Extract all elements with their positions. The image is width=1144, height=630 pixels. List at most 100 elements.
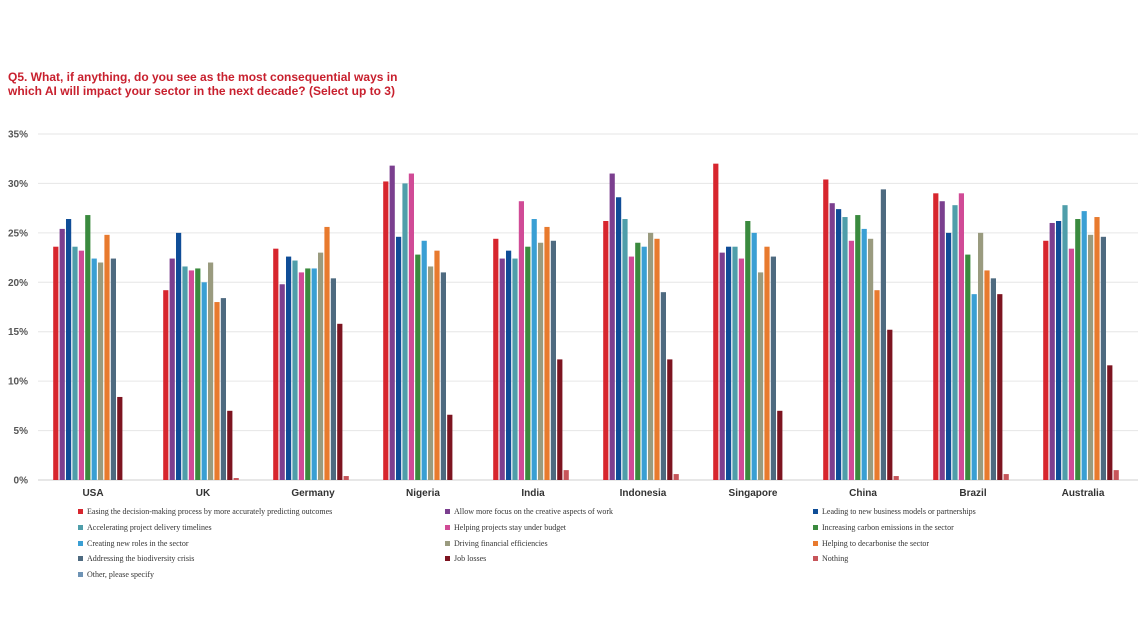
bar (777, 410, 783, 480)
bar (220, 298, 226, 480)
bar (958, 193, 964, 481)
x-category-label: USA (82, 488, 103, 499)
bar (868, 238, 874, 480)
legend-swatch (445, 509, 450, 514)
x-category-label: Australia (1062, 488, 1105, 499)
bar (893, 476, 899, 480)
bar (984, 270, 990, 480)
bar (1088, 234, 1094, 480)
legend-label: Nothing (822, 554, 849, 564)
bar (402, 183, 408, 480)
legend-swatch (78, 572, 83, 578)
bar (1049, 222, 1055, 480)
bar (609, 173, 615, 481)
legend-item: Driving financial efficiencies (445, 539, 548, 548)
y-tick-label: 30% (8, 179, 28, 190)
bar (764, 246, 770, 480)
bar (887, 329, 893, 480)
bar (544, 226, 550, 480)
legend-item: Easing the decision-making process by mo… (78, 507, 332, 516)
bar (440, 272, 446, 480)
bar-chart: 0% 5% 10% 15% 20% 25% 30% 35% USA UK Germany Niger… (8, 130, 1138, 499)
legend-item: Leading to new business models or partne… (813, 507, 976, 516)
bar (201, 282, 207, 480)
bar (538, 242, 544, 480)
bar (415, 254, 421, 480)
legend-swatch (78, 509, 83, 514)
y-tick-label: 0% (14, 476, 29, 487)
bar (848, 240, 854, 480)
legend-item: Allow more focus on the creative aspects… (445, 507, 613, 516)
legend-item: Increasing carbon emissions in the secto… (813, 523, 954, 532)
legend-label: Helping to decarbonise the sector (822, 538, 930, 548)
bar (713, 163, 719, 480)
legend-label: Other, please specify (87, 570, 154, 580)
legend-item: Job losses (445, 554, 486, 563)
bar (952, 205, 958, 481)
bar (997, 294, 1003, 480)
bar (343, 476, 349, 480)
bar (85, 215, 91, 480)
y-tick-label: 10% (8, 377, 28, 388)
bar (518, 201, 524, 481)
bar (557, 359, 563, 480)
x-category-label: India (521, 488, 545, 499)
bar (233, 478, 239, 480)
bar (933, 193, 939, 481)
y-tick-label: 5% (14, 426, 29, 437)
x-category-label: Germany (291, 488, 335, 499)
legend-label: Allow more focus on the creative aspects… (454, 507, 614, 516)
legend-swatch (813, 524, 818, 530)
legend-label: Job losses (454, 554, 487, 564)
bar (751, 232, 757, 480)
bar (396, 236, 402, 480)
legend-swatch (78, 524, 83, 530)
bar (499, 258, 505, 480)
bar (823, 179, 829, 480)
bar (506, 250, 512, 480)
x-category-label: China (849, 488, 877, 499)
legend-swatch (78, 556, 83, 562)
bar (745, 220, 751, 480)
y-tick-label: 20% (8, 278, 28, 289)
bar (286, 256, 292, 480)
bar (98, 262, 104, 480)
legend-swatch (445, 556, 450, 562)
bar (91, 258, 97, 480)
bar (163, 290, 169, 480)
bar (117, 396, 123, 480)
bar (337, 323, 343, 480)
bar (880, 189, 886, 481)
legend-item: Addressing the biodiversity crisis (78, 554, 194, 563)
bar (525, 246, 531, 480)
legend-label: Increasing carbon emissions in the secto… (822, 522, 954, 532)
legend-label: Leading to new business models or partne… (822, 507, 976, 516)
legend-label: Accelerating project delivery timelines (87, 522, 212, 532)
bar (628, 256, 634, 480)
bar (434, 250, 440, 480)
chart-title: Q5. What, if anything, do you see as the… (8, 70, 398, 98)
legend-label: Addressing the biodiversity crisis (87, 554, 195, 564)
bar (188, 270, 194, 480)
legend-label: Easing the decision-making process by mo… (87, 507, 333, 516)
bar (104, 234, 110, 480)
bar (654, 238, 660, 480)
x-category-label: Nigeria (406, 488, 440, 499)
bar (971, 294, 977, 480)
bar (531, 219, 537, 480)
bar (421, 240, 427, 480)
legend-swatch (445, 540, 450, 546)
bar (641, 246, 647, 480)
bar (324, 226, 330, 480)
bar (719, 252, 725, 480)
bar (855, 215, 861, 480)
bar (273, 248, 279, 480)
bar (59, 228, 65, 480)
legend-label: Creating new roles in the sector (87, 538, 189, 548)
bar (939, 201, 945, 481)
bar (78, 250, 84, 480)
bar (493, 238, 499, 480)
bar (770, 256, 776, 480)
legend-item: Other, please specify (78, 570, 154, 579)
bar (1107, 365, 1113, 480)
